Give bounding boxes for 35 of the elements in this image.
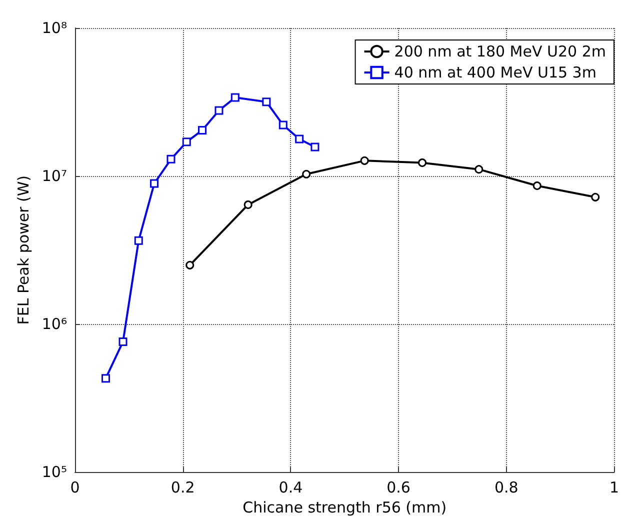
point [214, 106, 224, 115]
point [302, 170, 311, 178]
x-tick-label: 0.6 [386, 478, 410, 497]
legend-label: 200 nm at 180 MeV U20 2m [394, 42, 606, 60]
point [230, 93, 240, 102]
point [134, 236, 143, 245]
y-axis-title: FEL Peak power (W) [14, 175, 32, 325]
point [474, 165, 484, 174]
point [532, 181, 542, 190]
x-tick-label: 0.8 [494, 478, 518, 497]
point [198, 126, 207, 134]
point [182, 138, 191, 146]
point [591, 192, 600, 202]
y-tick-label: 10⁵ [42, 463, 67, 482]
point [310, 142, 320, 152]
y-tick-label: 10⁷ [42, 167, 67, 186]
legend-label: 40 nm at 400 MeV U15 3m [394, 64, 596, 82]
point [360, 156, 369, 165]
point [278, 120, 288, 130]
y-tick-label: 10⁶ [42, 315, 67, 334]
point [418, 158, 427, 167]
x-tick-label: 0.2 [170, 478, 195, 497]
x-tick-label: 0.4 [278, 478, 303, 497]
x-axis-title: Chicane strength r56 (mm) [242, 498, 447, 516]
x-tick-label: 0 [70, 478, 80, 497]
point [295, 134, 304, 144]
point [101, 374, 110, 383]
point [150, 179, 159, 188]
point [166, 154, 176, 164]
point [186, 260, 194, 270]
y-tick-label: 10⁸ [42, 19, 67, 37]
x-tick-label: 1 [609, 478, 619, 497]
point [244, 200, 252, 209]
point [262, 98, 271, 106]
point [118, 337, 128, 346]
